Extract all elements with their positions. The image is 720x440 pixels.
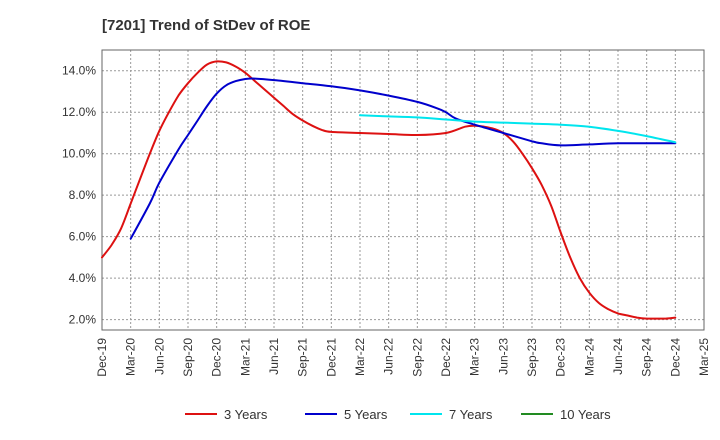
x-tick-label: Sep-24: [640, 338, 654, 377]
plot-frame: [101, 49, 705, 331]
x-tick-label: Mar-21: [238, 338, 252, 376]
x-tick-label: Dec-19: [95, 338, 109, 377]
series-line-7-years: [359, 114, 677, 144]
legend-label: 7 Years: [449, 407, 493, 422]
x-tick-label: Mar-22: [353, 338, 367, 376]
x-tick-label: Mar-25: [697, 338, 711, 376]
legend: 3 Years 5 Years 7 Years 10 Years: [185, 407, 611, 422]
y-tick-label: 8.0%: [69, 188, 97, 202]
legend-label: 3 Years: [224, 407, 268, 422]
x-tick-label: Dec-24: [668, 338, 682, 377]
x-tick-label: Jun-23: [496, 338, 510, 375]
series-line-5-years: [129, 77, 677, 240]
y-tick-label: 12.0%: [62, 105, 96, 119]
x-tick-label: Dec-21: [324, 338, 338, 377]
y-tick-label: 6.0%: [69, 230, 97, 244]
x-tick-label: Jun-20: [152, 338, 166, 375]
x-tick-label: Mar-20: [124, 338, 138, 376]
x-tick-label: Dec-20: [210, 338, 224, 377]
x-tick-label: Jun-21: [267, 338, 281, 375]
y-axis-ticks: 2.0% 4.0% 6.0% 8.0% 10.0% 12.0% 14.0%: [62, 64, 96, 327]
y-tick-label: 4.0%: [69, 271, 97, 285]
x-tick-label: Sep-22: [410, 338, 424, 377]
series-line-3-years: [101, 60, 677, 320]
x-axis-ticks: Dec-19 Mar-20 Jun-20 Sep-20 Dec-20 Mar-21 Jun-…: [95, 338, 711, 377]
series-lines: [101, 60, 677, 320]
x-tick-label: Dec-23: [554, 338, 568, 377]
y-tick-label: 14.0%: [62, 64, 96, 78]
y-tick-label: 2.0%: [69, 313, 97, 327]
x-tick-label: Sep-20: [181, 338, 195, 377]
x-tick-label: Jun-24: [611, 338, 625, 375]
legend-label: 5 Years: [344, 407, 388, 422]
grid: [101, 50, 705, 330]
legend-label: 10 Years: [560, 407, 611, 422]
chart-title: [7201] Trend of StDev of ROE: [102, 17, 310, 34]
y-tick-label: 10.0%: [62, 147, 96, 161]
x-tick-label: Sep-21: [296, 338, 310, 377]
x-tick-label: Dec-22: [439, 338, 453, 377]
x-tick-label: Jun-22: [382, 338, 396, 375]
x-tick-label: Mar-23: [468, 338, 482, 376]
x-tick-label: Sep-23: [525, 338, 539, 377]
x-tick-label: Mar-24: [582, 338, 596, 376]
